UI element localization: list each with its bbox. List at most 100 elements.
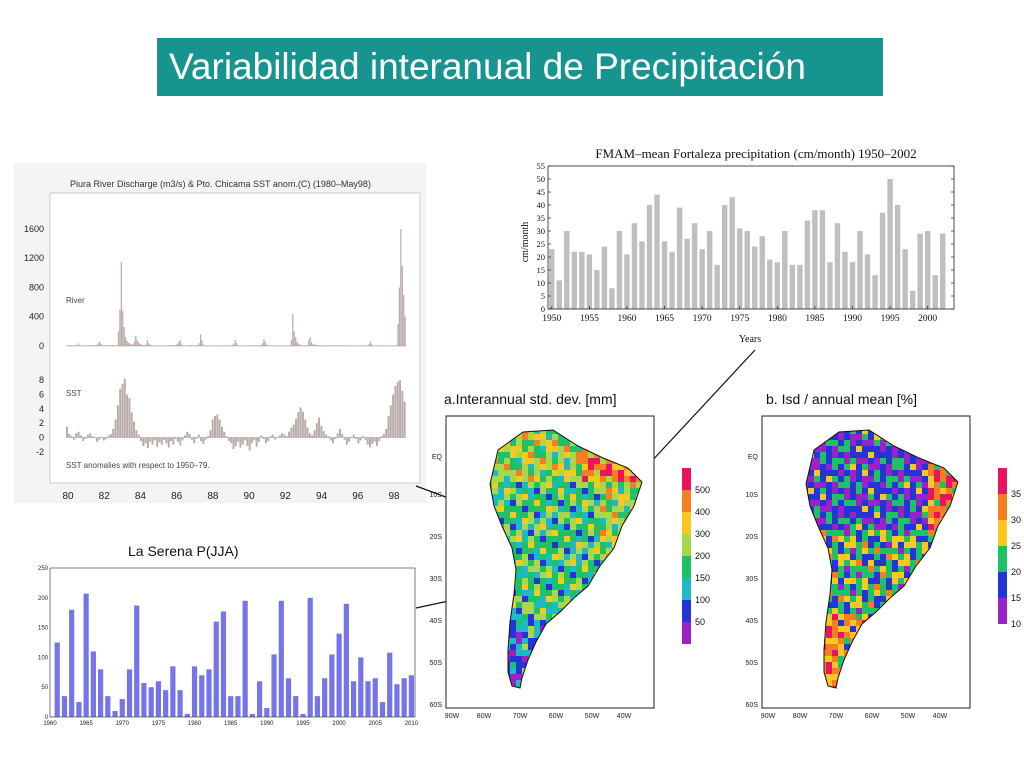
piura-river-bar — [332, 345, 334, 346]
piura-river-bar — [127, 343, 130, 346]
piura-sst-bar — [385, 428, 388, 438]
piura-river-bar — [68, 345, 71, 346]
piura-river-bar — [306, 345, 308, 346]
map-b-legend-label: 20 — [1011, 567, 1021, 577]
piura-river-bar — [135, 335, 137, 346]
fortaleza-bar — [706, 231, 713, 309]
fortaleza-bar — [609, 288, 615, 309]
fortaleza-bar — [676, 207, 683, 309]
piura-xtick: 88 — [207, 491, 219, 502]
piura-river-bar — [89, 345, 91, 346]
serena-bar — [285, 678, 292, 717]
serena-xtick: 1960 — [43, 721, 57, 727]
piura-sst-bar — [98, 437, 101, 440]
piura-river-bar — [96, 344, 98, 346]
piura-sst-bar — [318, 417, 321, 438]
map-b-legend-swatch — [998, 546, 1007, 572]
fortaleza-ytick: 5 — [541, 291, 545, 301]
map-b-legend-swatch — [998, 520, 1007, 546]
piura-sst-bar — [107, 435, 110, 438]
piura-river-bar — [296, 341, 298, 346]
piura-river-bar — [176, 343, 179, 346]
piura-sst-ytick: -2 — [36, 447, 44, 457]
piura-river-bar — [299, 344, 301, 346]
map-b-legend-label: 30 — [1011, 515, 1021, 525]
piura-sst-bar — [165, 437, 168, 444]
fortaleza-bar — [857, 231, 863, 309]
serena-bar — [177, 690, 183, 717]
piura-sst-ytick: 4 — [39, 404, 44, 414]
piura-xtick: 90 — [244, 491, 256, 502]
piura-sst-bar — [82, 437, 85, 442]
serena-ytick: 50 — [41, 685, 48, 691]
piura-river-bar — [260, 345, 262, 346]
map-a-lat-label: 30S — [430, 576, 443, 583]
piura-xtick: 98 — [388, 491, 400, 502]
serena-xtick: 2010 — [405, 721, 419, 727]
serena-bar — [105, 696, 111, 717]
map-a-lat-label: 10S — [430, 492, 443, 499]
fortaleza-bar — [624, 254, 630, 309]
piura-sst-bar — [216, 414, 219, 438]
piura-river-bar — [231, 345, 233, 346]
serena-bar — [271, 654, 277, 717]
serena-bar — [69, 609, 75, 717]
fortaleza-bar — [631, 223, 638, 309]
piura-sst-bar — [190, 437, 193, 440]
piura-river-ytick: 1600 — [24, 224, 44, 234]
fortaleza-bar — [782, 231, 788, 309]
piura-sst-bar — [237, 437, 240, 442]
piura-river-bar — [182, 345, 184, 346]
piura-sst-bar — [133, 421, 136, 438]
piura-river-bar — [233, 343, 235, 346]
piura-sst-bar — [177, 437, 179, 442]
map-b-lat-label: EQ — [748, 454, 759, 461]
fortaleza-bar — [571, 251, 578, 309]
piura-xtick: 94 — [316, 491, 328, 502]
fortaleza-xtick: 1995 — [881, 314, 900, 324]
fortaleza-xtick: 1965 — [655, 314, 674, 324]
fortaleza-bar — [804, 220, 811, 309]
piura-sst-bar — [246, 437, 249, 447]
piura-sst-bar — [68, 433, 71, 438]
piura-sst-bar — [70, 436, 73, 438]
piura-sst-ytick: 0 — [39, 433, 44, 443]
serena-panel: 0 50 100 150 200 250 1960 1965 1970 1975 1980 1985 1… — [30, 562, 420, 732]
piura-river-bar — [178, 341, 180, 346]
serena-xtick: 2000 — [332, 721, 346, 727]
fortaleza-ylabel: cm/month — [520, 222, 531, 263]
serena-bar — [336, 633, 342, 717]
piura-sst-bar — [160, 437, 163, 445]
map-b-lat-label: 20S — [746, 534, 759, 541]
fortaleza-bar — [842, 251, 848, 309]
piura-sst-bar — [153, 437, 156, 441]
piura-river-bar — [336, 345, 339, 346]
piura-river-bar — [256, 345, 258, 346]
map-a-lat-label: 60S — [430, 702, 443, 709]
serena-bar — [97, 669, 104, 717]
serena-bar — [134, 605, 140, 717]
map-b-lat-label: 40S — [746, 618, 759, 625]
serena-xtick: 1965 — [79, 721, 93, 727]
piura-river-bar — [94, 344, 97, 346]
piura-sst-bar — [352, 434, 355, 438]
piura-sst-bar — [311, 435, 314, 438]
piura-xtick: 82 — [99, 491, 111, 502]
piura-sst-bar — [387, 416, 390, 438]
piura-river-bar — [261, 343, 264, 346]
fortaleza-bar — [691, 223, 698, 309]
piura-sst-bar — [114, 419, 117, 438]
piura-sst-bar — [179, 437, 182, 446]
piura-sst-bar — [232, 437, 235, 449]
piura-river-bar — [323, 345, 326, 346]
fortaleza-bar — [639, 241, 645, 309]
piura-sst-bar — [336, 433, 339, 438]
fortaleza-bar — [902, 249, 908, 309]
piura-sst-bar — [156, 437, 159, 447]
piura-sst-bar — [267, 437, 270, 442]
piura-river-bar — [97, 343, 99, 346]
fortaleza-bar — [849, 262, 856, 309]
piura-river-ytick: 0 — [39, 341, 44, 351]
piura-sst-bar — [239, 437, 242, 448]
serena-bar — [408, 675, 414, 717]
